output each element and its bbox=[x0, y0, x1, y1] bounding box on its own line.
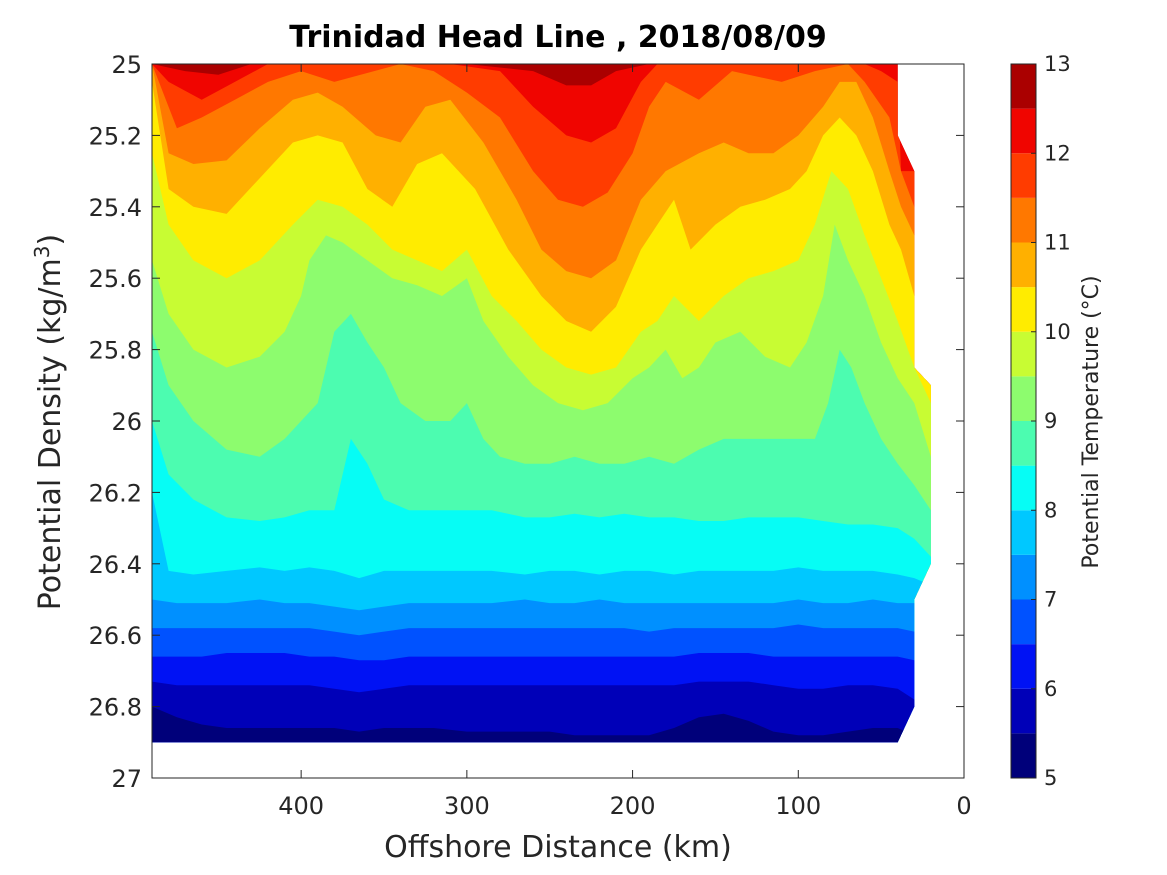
colorbar-swatch bbox=[1011, 688, 1036, 734]
colorbar-swatch bbox=[1011, 421, 1036, 466]
y-axis: 25 25.2 25.4 25.6 25.8 26 26.2 26.4 26.6 26.8 27 bbox=[89, 51, 964, 793]
x-axis: 400 300 200 100 0 bbox=[278, 64, 972, 820]
colorbar-tick-label: 9 bbox=[1044, 409, 1057, 433]
y-tick-label: 25.2 bbox=[89, 122, 142, 150]
y-tick-label: 27 bbox=[111, 765, 142, 793]
colorbar-swatch bbox=[1011, 644, 1036, 689]
colorbar-swatch bbox=[1011, 554, 1036, 600]
colorbar-tick-label: 8 bbox=[1044, 498, 1057, 522]
y-axis-label-end: ) bbox=[33, 234, 68, 246]
chart-title: Trinidad Head Line , 2018/08/09 bbox=[289, 20, 826, 55]
colorbar-tick-label: 6 bbox=[1044, 677, 1057, 701]
y-axis-label: Potential Density (kg/m3) bbox=[30, 234, 68, 610]
colorbar-tick-label: 11 bbox=[1044, 231, 1071, 255]
colorbar-swatch bbox=[1011, 287, 1036, 332]
colorbar-swatch bbox=[1011, 376, 1036, 421]
colorbar-ticks: 5 6 7 8 9 10 11 12 13 bbox=[1031, 52, 1071, 790]
y-tick-label: 25.6 bbox=[89, 265, 142, 293]
y-axis-label-main: Potential Density (kg/m bbox=[33, 258, 68, 610]
colorbar-swatch bbox=[1011, 733, 1036, 778]
colorbar-swatch bbox=[1011, 465, 1036, 511]
y-tick-label: 26.4 bbox=[89, 551, 142, 579]
colorbar-tick-label: 12 bbox=[1044, 141, 1071, 165]
colorbar-tick-label: 13 bbox=[1044, 52, 1071, 76]
colorbar-swatch bbox=[1011, 599, 1036, 645]
x-tick-label: 200 bbox=[610, 792, 656, 820]
colorbar-swatch bbox=[1011, 331, 1036, 377]
y-tick-label: 25.4 bbox=[89, 194, 142, 222]
y-tick-label: 26 bbox=[111, 408, 142, 436]
x-axis-label: Offshore Distance (km) bbox=[384, 830, 732, 865]
y-tick-label: 25 bbox=[111, 51, 142, 79]
contour-fill-layer bbox=[152, 64, 931, 743]
contour-band-6 bbox=[152, 681, 931, 743]
colorbar-label: Potential Temperature (°C) bbox=[1079, 275, 1104, 568]
colorbar-swatch bbox=[1011, 108, 1036, 154]
colorbar-tick-label: 10 bbox=[1044, 320, 1071, 344]
colorbar-swatch bbox=[1011, 64, 1036, 109]
y-tick-label: 26.6 bbox=[89, 622, 142, 650]
colorbar-tick-label: 5 bbox=[1044, 766, 1057, 790]
y-tick-label: 26.8 bbox=[89, 694, 142, 722]
x-tick-label: 0 bbox=[956, 792, 971, 820]
colorbar-swatch bbox=[1011, 197, 1036, 243]
colorbar-tick-label: 7 bbox=[1044, 588, 1057, 612]
y-tick-label: 25.8 bbox=[89, 337, 142, 365]
colorbar-swatch bbox=[1011, 510, 1036, 555]
x-tick-label: 400 bbox=[278, 792, 324, 820]
colorbar-swatch bbox=[1011, 242, 1036, 288]
y-axis-label-sup: 3 bbox=[30, 245, 54, 258]
colorbar-swatch bbox=[1011, 153, 1036, 198]
x-tick-label: 100 bbox=[775, 792, 821, 820]
colorbar bbox=[1011, 64, 1036, 778]
x-tick-label: 300 bbox=[444, 792, 490, 820]
y-tick-label: 26.2 bbox=[89, 479, 142, 507]
